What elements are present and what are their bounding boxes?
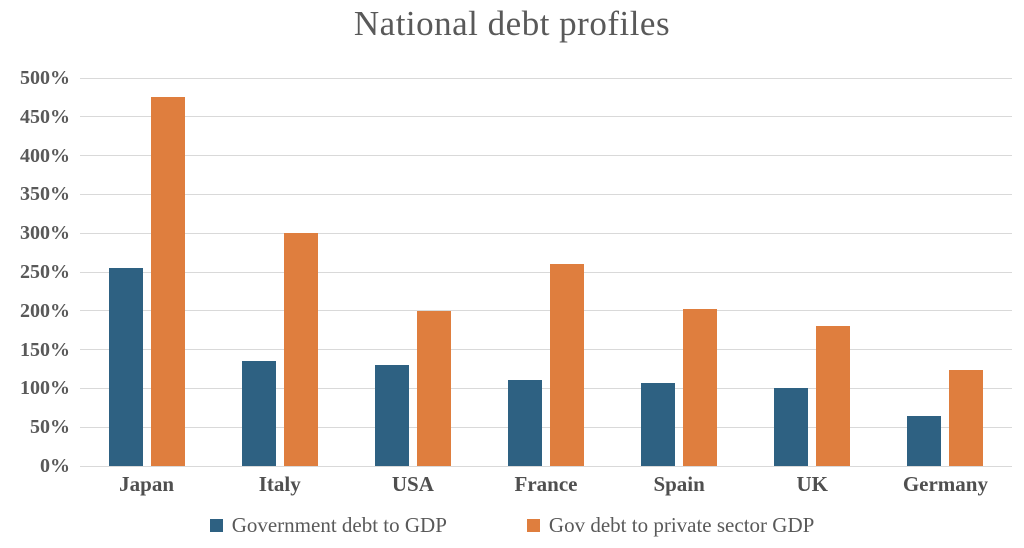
y-tick-label-100: 100% bbox=[20, 377, 70, 400]
bar-government-debt-to-gdp-france bbox=[507, 379, 542, 466]
legend: Government debt to GDP Gov debt to privat… bbox=[0, 513, 1024, 538]
x-label-germany: Germany bbox=[902, 472, 988, 496]
y-tick-label-50: 50% bbox=[30, 416, 70, 439]
bar-gov-debt-to-private-sector-gdp-france bbox=[549, 264, 584, 466]
gridline-200 bbox=[80, 310, 1012, 312]
bar-gov-debt-to-private-sector-gdp-italy bbox=[283, 233, 318, 466]
bar-group-italy bbox=[213, 78, 346, 466]
bar-government-debt-to-gdp-japan bbox=[108, 268, 143, 466]
y-axis: 0% 50% 100% 150% 200% 250% 300% 350% 400% 450% 500… bbox=[0, 68, 70, 476]
bar-group-france bbox=[479, 78, 612, 466]
plot-area bbox=[80, 77, 1012, 467]
gridline-150 bbox=[80, 349, 1012, 351]
y-tick-label-350: 350% bbox=[20, 183, 70, 206]
x-label-spain: Spain bbox=[653, 472, 705, 496]
gridline-350 bbox=[80, 193, 1012, 195]
legend-swatch-icon-gov-debt-to-private-sector-gdp bbox=[526, 519, 540, 532]
bar-government-debt-to-gdp-italy bbox=[241, 361, 276, 466]
bar-gov-debt-to-private-sector-gdp-uk bbox=[816, 326, 851, 466]
gridline-50 bbox=[80, 426, 1012, 428]
bar-government-debt-to-gdp-uk bbox=[774, 388, 809, 466]
bar-group-usa bbox=[346, 78, 479, 466]
gridline-400 bbox=[80, 155, 1012, 157]
bar-gov-debt-to-private-sector-gdp-spain bbox=[683, 309, 718, 466]
chart-title: National debt profiles bbox=[353, 4, 671, 43]
gridline-250 bbox=[80, 271, 1012, 273]
gridline-100 bbox=[80, 387, 1012, 389]
gridline-450 bbox=[80, 116, 1012, 118]
bar-group-uk bbox=[746, 78, 879, 466]
gridline-0 bbox=[80, 465, 1012, 467]
bar-gov-debt-to-private-sector-gdp-germany bbox=[949, 369, 984, 466]
legend-label-gov-debt-to-private-sector-gdp: Gov debt to private sector GDP bbox=[548, 513, 815, 537]
y-tick-label-500: 500% bbox=[20, 67, 70, 89]
y-tick-label-150: 150% bbox=[20, 338, 70, 361]
bar-gov-debt-to-private-sector-gdp-japan bbox=[150, 97, 185, 466]
bar-group-spain bbox=[613, 78, 746, 466]
bar-government-debt-to-gdp-spain bbox=[641, 382, 676, 466]
legend-item-government-debt-to-gdp: Government debt to GDP bbox=[209, 513, 447, 538]
legend-label-government-debt-to-gdp: Government debt to GDP bbox=[231, 513, 447, 537]
bar-government-debt-to-gdp-usa bbox=[374, 365, 409, 466]
bar-group-japan bbox=[80, 78, 213, 466]
legend-swatch-icon-government-debt-to-gdp bbox=[209, 519, 223, 532]
y-tick-label-400: 400% bbox=[20, 144, 70, 167]
bar-government-debt-to-gdp-germany bbox=[907, 416, 942, 466]
y-tick-label-0: 0% bbox=[40, 455, 70, 477]
gridline-300 bbox=[80, 232, 1012, 234]
x-label-usa: USA bbox=[391, 472, 434, 496]
y-tick-label-450: 450% bbox=[20, 105, 70, 128]
legend-item-gov-debt-to-private-sector-gdp: Gov debt to private sector GDP bbox=[526, 513, 815, 538]
bar-groups bbox=[80, 78, 1012, 466]
y-tick-label-300: 300% bbox=[20, 222, 70, 245]
x-label-japan: Japan bbox=[119, 472, 174, 496]
y-tick-label-200: 200% bbox=[20, 299, 70, 322]
x-label-france: France bbox=[514, 472, 578, 496]
x-axis: Japan Italy USA France Spain UK Germany bbox=[80, 472, 1012, 497]
bar-group-germany bbox=[879, 78, 1012, 466]
x-label-italy: Italy bbox=[258, 472, 301, 496]
x-label-uk: UK bbox=[796, 472, 829, 496]
y-tick-label-250: 250% bbox=[20, 261, 70, 283]
bar-gov-debt-to-private-sector-gdp-usa bbox=[416, 310, 451, 466]
gridline-500 bbox=[80, 77, 1012, 79]
